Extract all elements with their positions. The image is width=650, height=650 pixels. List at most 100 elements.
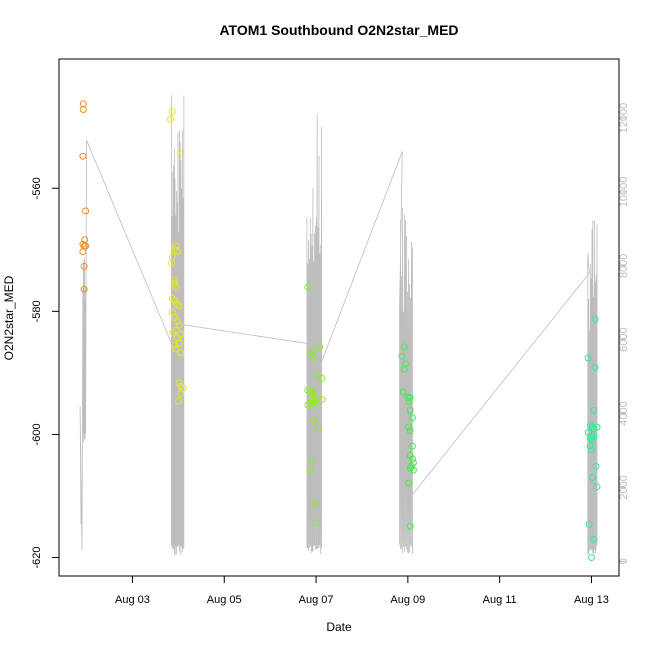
- data-point: [173, 300, 181, 308]
- data-point: [175, 339, 183, 347]
- data-point: [169, 328, 177, 336]
- data-point: [591, 363, 599, 371]
- data-point: [313, 399, 321, 407]
- data-point: [586, 442, 594, 450]
- data-point: [171, 276, 179, 284]
- data-point: [588, 436, 596, 444]
- data-point: [588, 423, 596, 431]
- data-point: [171, 341, 179, 349]
- data-point: [406, 427, 414, 435]
- y2-tick-label: 4000: [618, 401, 630, 425]
- data-point: [82, 207, 90, 215]
- data-point: [318, 395, 326, 403]
- data-point: [172, 345, 180, 353]
- data-point: [406, 394, 414, 401]
- data-point: [588, 446, 595, 454]
- data-point: [306, 386, 314, 394]
- data-point: [314, 425, 322, 433]
- data-point: [79, 152, 87, 160]
- y2-tick-label: 10000: [618, 177, 630, 208]
- data-point: [584, 354, 592, 362]
- data-point: [304, 401, 312, 409]
- data-point: [175, 302, 183, 310]
- data-point: [79, 248, 87, 256]
- axes: Aug 03 Aug 05 Aug 07 Aug 09 Aug 11 Aug 13 -620…: [31, 103, 630, 606]
- data-point: [175, 321, 183, 329]
- data-point: [168, 259, 175, 267]
- data-point: [588, 554, 595, 561]
- data-point: [308, 399, 316, 407]
- data-point: [409, 466, 417, 474]
- data-point: [400, 343, 408, 351]
- data-point: [398, 352, 406, 360]
- data-point: [306, 399, 314, 407]
- secondary-trace-line: [79, 95, 598, 556]
- y-axis-label: O2N2star_MED: [2, 275, 16, 360]
- data-point: [406, 522, 414, 530]
- y2-tick-label: 0: [618, 558, 630, 564]
- data-point: [409, 459, 417, 467]
- data-point: [80, 262, 88, 270]
- data-point: [171, 280, 179, 288]
- data-point: [590, 425, 598, 433]
- data-point: [590, 432, 598, 440]
- data-point: [306, 350, 314, 358]
- data-point: [593, 483, 601, 491]
- data-point: [82, 242, 90, 250]
- data-point: [177, 349, 185, 357]
- data-point: [306, 466, 314, 474]
- data-point: [168, 294, 176, 302]
- data-point: [313, 371, 321, 379]
- data-point: [304, 283, 312, 291]
- plot-frame: [58, 58, 620, 577]
- x-tick-label: Aug 09: [390, 594, 425, 606]
- data-point: [404, 394, 412, 401]
- data-point: [406, 464, 414, 472]
- y2-tick-label: 2000: [618, 475, 630, 499]
- data-point: [590, 535, 598, 543]
- y2-tick-label: 12000: [618, 103, 630, 134]
- data-point: [167, 115, 174, 123]
- data-point: [399, 388, 407, 396]
- data-point: [168, 108, 176, 116]
- data-point: [406, 406, 414, 414]
- data-point: [590, 406, 598, 414]
- data-point: [310, 416, 318, 424]
- y2-tick-label: 8000: [618, 254, 630, 278]
- data-point: [177, 149, 185, 157]
- data-point: [313, 519, 321, 526]
- x-axis-label: Date: [326, 620, 352, 634]
- data-point: [316, 343, 324, 351]
- data-point: [406, 451, 414, 459]
- y2-tick-label: 6000: [618, 327, 630, 351]
- data-points: [79, 100, 601, 561]
- chart-title: ATOM1 Southbound O2N2star_MED: [219, 22, 458, 38]
- data-point: [587, 434, 594, 442]
- data-point: [172, 283, 180, 291]
- data-point: [80, 285, 88, 293]
- data-point: [177, 390, 185, 398]
- data-point: [405, 397, 413, 405]
- data-point: [304, 386, 312, 394]
- data-point: [408, 462, 415, 470]
- data-point: [177, 382, 185, 390]
- data-point: [308, 457, 316, 465]
- data-point: [171, 296, 179, 304]
- secondary-trace: [79, 95, 598, 556]
- data-point: [173, 248, 181, 256]
- x-tick-label: Aug 07: [299, 594, 334, 606]
- data-point: [79, 106, 87, 113]
- data-point: [174, 397, 182, 405]
- y-tick-label: -600: [31, 423, 43, 445]
- data-point: [311, 354, 319, 362]
- data-point: [408, 442, 416, 450]
- data-point: [591, 315, 599, 323]
- data-point: [592, 462, 600, 470]
- x-tick-label: Aug 13: [574, 594, 609, 606]
- x-tick-label: Aug 03: [115, 594, 150, 606]
- data-point: [405, 423, 413, 431]
- y-tick-label: -560: [31, 177, 43, 199]
- data-point: [400, 365, 408, 373]
